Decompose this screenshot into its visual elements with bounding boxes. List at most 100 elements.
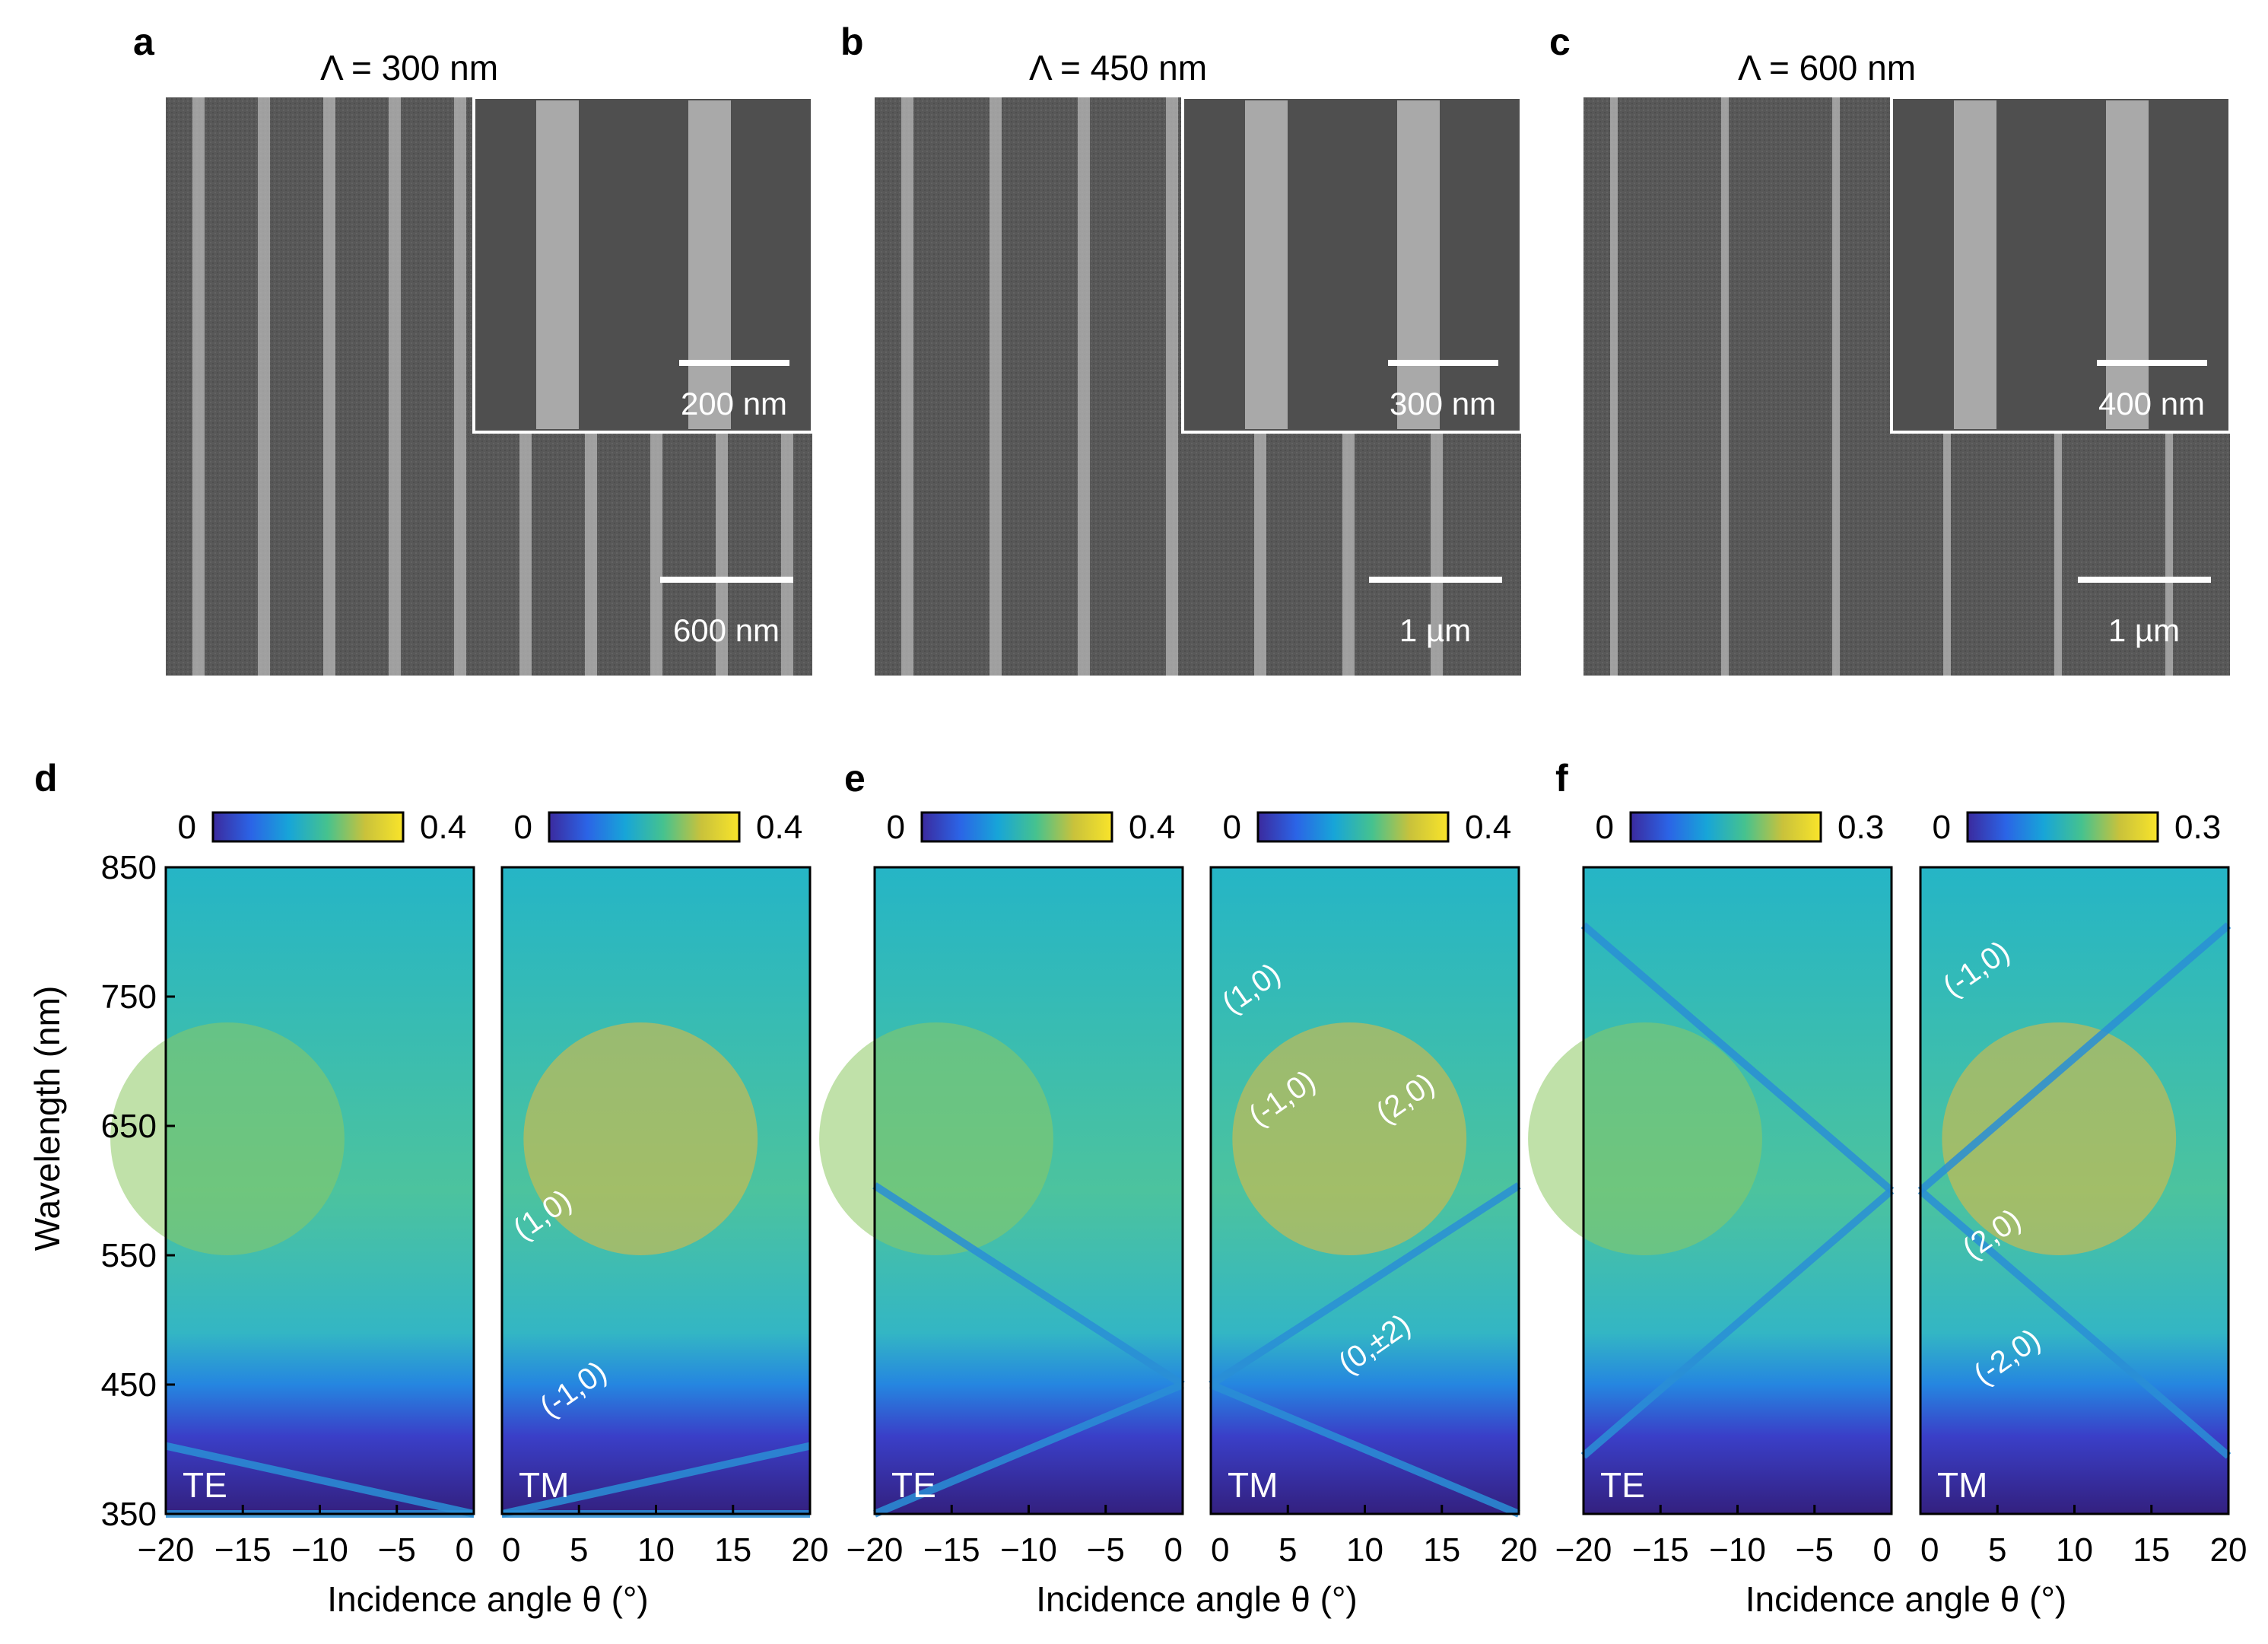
heatmap-e-TM: 0 0.4TM(1,0)(-1,0) (2,0)(0,±2)0 5 10 15 20 [1209, 809, 1538, 1569]
main-scale-bar [2078, 577, 2211, 583]
x-tick-label: 20 [1501, 1531, 1538, 1569]
colorbar-min: 0 [1223, 809, 1241, 846]
x-tick-label: 5 [570, 1531, 588, 1569]
inset-scale-label: 400 nm [2098, 386, 2205, 421]
inset-grating-line [2106, 100, 2149, 429]
sem-panel-c: c Λ = 600 nm 400 nm 1 µm [1549, 21, 2231, 676]
colorbar-max: 0.4 [1129, 809, 1175, 846]
high-transmission-region [1528, 1022, 1762, 1255]
high-transmission-region [1942, 1022, 2177, 1255]
inset-scale-bar [679, 360, 789, 366]
x-tick-label: −20 [847, 1531, 904, 1569]
diffraction-order-line [1917, 922, 2231, 1194]
main-scale-label: 1 µm [1399, 612, 1471, 648]
inset-scale-label: 300 nm [1390, 386, 1496, 421]
x-tick-label: −10 [291, 1531, 348, 1569]
x-tick-label: 0 [1920, 1531, 1939, 1569]
y-tick-label: 450 [101, 1366, 157, 1404]
x-tick-label: 10 [2056, 1531, 2093, 1569]
x-tick-label: 0 [456, 1531, 474, 1569]
heatmap-d-TE: 0 0.4 TE −20 −15 −10 −5 0 850 750 650 550 450 350 [101, 809, 475, 1569]
grating-line [1078, 97, 1090, 676]
x-tick-label: 10 [1346, 1531, 1383, 1569]
main-scale-label: 600 nm [673, 612, 780, 648]
inset-scale-bar [1388, 360, 1498, 366]
high-transmission-region [110, 1022, 345, 1255]
x-tick-label: −10 [1000, 1531, 1057, 1569]
main-scale-bar [660, 577, 793, 583]
x-axis-label: Incidence angle θ (°) [1745, 1579, 2066, 1619]
grating-line [192, 97, 205, 676]
polarization-label: TE [891, 1465, 936, 1505]
y-tick-label: 650 [101, 1108, 157, 1145]
panel-letter-c: c [1549, 21, 1571, 63]
x-tick-label: −20 [138, 1531, 195, 1569]
inset-scale-bar [2097, 360, 2207, 366]
polarization-label: TM [1937, 1465, 1987, 1505]
diffraction-order-line [872, 1182, 1185, 1388]
sem-inset-c [1890, 96, 2231, 434]
y-axis-label: Wavelength (nm) [27, 986, 67, 1251]
colorbar-min: 0 [1933, 809, 1951, 846]
diffraction-order-line [164, 1442, 475, 1518]
heatmap-f-TE: 0 0.3 TE −20 −15 −10 −5 0 [1528, 809, 1895, 1569]
colorbar-min: 0 [178, 809, 196, 846]
diffraction-order-line [1917, 1188, 2231, 1459]
grating-line [989, 97, 1002, 676]
x-tick-label: 15 [714, 1531, 751, 1569]
inset-grating-line [688, 100, 731, 429]
sem-inset-b [1181, 96, 1523, 434]
sem-panel-b: b Λ = 450 nm 300 nm 1 µm [840, 21, 1523, 676]
diffraction-order-line [1209, 1182, 1521, 1388]
sem-inset-a [472, 96, 814, 434]
inset-grating-line [1245, 100, 1288, 429]
x-tick-label: −15 [214, 1531, 272, 1569]
diffraction-order-line [1209, 1381, 1520, 1518]
panel-letter-b: b [840, 21, 864, 63]
high-transmission-region [523, 1022, 758, 1255]
colorbar [1966, 811, 2159, 843]
colorbar-max: 0.3 [1838, 809, 1884, 846]
polarization-label: TM [1228, 1465, 1278, 1505]
colorbar-min: 0 [887, 809, 905, 846]
x-tick-label: 0 [502, 1531, 520, 1569]
grating-line [1832, 97, 1840, 676]
inset-grating-line [536, 100, 579, 429]
polarization-label: TM [519, 1465, 569, 1505]
inset-grating-line [1954, 100, 1996, 429]
grating-line [389, 97, 401, 676]
x-tick-label: 0 [1873, 1531, 1892, 1569]
x-axis-label: Incidence angle θ (°) [327, 1579, 648, 1619]
x-tick-label: 0 [1164, 1531, 1183, 1569]
colorbar [1629, 811, 1822, 843]
colorbar-max: 0.4 [1465, 809, 1511, 846]
high-transmission-region [819, 1022, 1053, 1255]
x-tick-label: 5 [1988, 1531, 2006, 1569]
high-transmission-region [1232, 1022, 1467, 1255]
x-tick-label: 5 [1279, 1531, 1297, 1569]
x-tick-label: −15 [1632, 1531, 1689, 1569]
x-tick-label: 20 [2210, 1531, 2247, 1569]
colorbar [548, 811, 741, 843]
colorbar-max: 0.4 [756, 809, 802, 846]
panel-title-c: Λ = 600 nm [1738, 48, 1916, 87]
x-tick-label: −10 [1709, 1531, 1766, 1569]
heatmap-group-d: d 0 0.4 TE −20 −15 −10 −5 0 850 750 650 550 450 350 0 0.… [34, 757, 828, 1619]
diffraction-order-line [873, 1381, 1184, 1518]
colorbar [920, 811, 1113, 843]
grating-line [1721, 97, 1729, 676]
colorbar-min: 0 [1596, 809, 1614, 846]
y-tick-label: 750 [101, 978, 157, 1016]
x-tick-label: −5 [1087, 1531, 1125, 1569]
colorbar [1256, 811, 1450, 843]
x-tick-label: 15 [1423, 1531, 1460, 1569]
x-tick-label: 20 [792, 1531, 829, 1569]
y-tick-label: 850 [101, 849, 157, 886]
colorbar-min: 0 [514, 809, 532, 846]
panel-letter-f: f [1555, 757, 1568, 800]
grating-line [258, 97, 270, 676]
x-tick-label: −15 [923, 1531, 980, 1569]
grating-line [1610, 97, 1618, 676]
inset-grating-line [1397, 100, 1440, 429]
colorbar [211, 811, 405, 843]
